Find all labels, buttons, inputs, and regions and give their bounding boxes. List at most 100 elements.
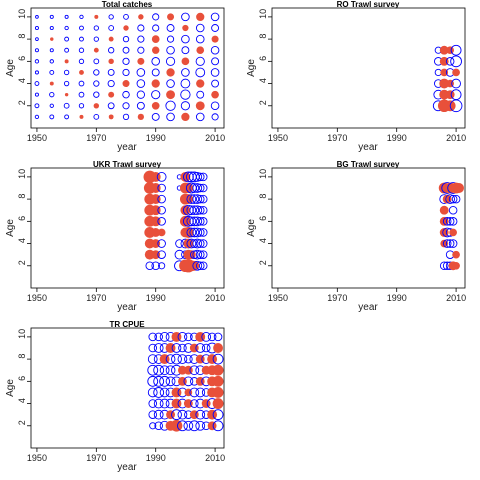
negative-residual-bubble [195,101,205,111]
positive-residual-bubble [34,25,39,31]
negative-residual-bubble [439,78,450,89]
positive-residual-bubble [195,183,205,193]
positive-residual-bubble [186,205,197,216]
positive-residual-bubble [177,332,188,342]
positive-residual-bubble [184,332,193,342]
negative-residual-bubble [108,91,115,98]
negative-residual-bubble [212,375,224,387]
negative-residual-bubble [207,421,217,431]
positive-residual-bubble [165,100,176,111]
positive-residual-bubble [448,194,458,204]
x-tick-label: 1970 [327,293,347,303]
y-tick-label: 2 [258,100,268,105]
panel-ukr-trawl-survey: UKR Trawl survey year Age 1950 1970 1990 20… [5,160,225,313]
positive-residual-bubble [195,112,205,122]
negative-residual-bubble [201,399,211,408]
x-tick-label: 1990 [146,133,166,143]
panel-title: TR CPUE [109,320,145,329]
y-tick-label: 8 [17,194,27,199]
negative-residual-bubble [445,90,455,100]
positive-residual-bubble [195,217,205,226]
positive-residual-bubble [148,410,158,419]
positive-residual-bubble [195,343,206,353]
positive-residual-bubble [64,47,70,53]
positive-residual-bubble [450,55,462,68]
positive-residual-bubble [122,68,130,77]
x-tick-label: 1970 [327,133,347,143]
panel-ro-trawl-survey: RO Trawl survey year Age 1950 1970 1990 201… [246,0,466,153]
positive-residual-bubble [201,332,212,342]
positive-residual-bubble [79,36,84,42]
positive-residual-bubble [198,239,208,248]
positive-residual-bubble [195,34,205,44]
negative-residual-bubble [449,228,457,237]
positive-residual-bubble [93,91,100,98]
negative-residual-bubble [446,46,454,55]
x-tick-label: 1970 [86,453,106,463]
panel-bg-trawl-survey: BG Trawl survey year Age 1950 1970 1990 201… [246,160,466,313]
positive-residual-bubble [211,24,220,32]
negative-residual-bubble [212,387,224,398]
positive-residual-bubble [49,25,54,31]
negative-residual-bubble [166,90,175,100]
negative-residual-bubble [180,171,191,182]
positive-residual-bubble [212,420,224,432]
negative-residual-bubble [167,13,175,21]
positive-residual-bubble [451,78,461,89]
negative-residual-bubble [64,59,69,64]
positive-residual-bubble [198,183,208,193]
positive-residual-bubble [147,354,158,364]
positive-residual-bubble [122,35,130,43]
positive-residual-bubble [78,58,85,64]
positive-residual-bubble [188,420,200,432]
positive-residual-bubble [34,48,39,53]
negative-residual-bubble [151,101,160,110]
negative-residual-bubble [182,24,189,32]
positive-residual-bubble [153,387,165,398]
x-axis-label: year [117,142,137,153]
positive-residual-bubble [189,183,200,193]
negative-residual-bubble [137,113,144,121]
y-tick-label: 6 [258,216,268,221]
positive-residual-bubble [192,216,203,227]
y-tick-label: 2 [17,100,27,105]
negative-residual-bubble [157,228,166,237]
y-tick-label: 4 [17,78,27,83]
negative-residual-bubble [166,410,175,420]
positive-residual-bubble [122,46,130,54]
positive-residual-bubble [198,261,208,271]
positive-residual-bubble [154,421,163,431]
negative-residual-bubble [213,343,224,353]
positive-residual-bubble [189,227,200,238]
negative-residual-bubble [93,47,99,53]
negative-residual-bubble [183,399,193,408]
positive-residual-bubble [122,90,130,99]
positive-residual-bubble [189,387,200,398]
y-tick-label: 4 [258,78,268,83]
negative-residual-bubble [442,194,452,204]
positive-residual-bubble [445,217,455,226]
positive-residual-bubble [171,343,182,353]
y-axis-label: Age [246,59,257,77]
positive-residual-bubble [210,12,220,22]
positive-residual-bubble [448,205,458,215]
positive-residual-bubble [49,103,54,108]
positive-residual-bubble [192,260,203,271]
positive-residual-bubble [166,79,175,88]
positive-residual-bubble [108,14,114,20]
positive-residual-bubble [211,79,220,88]
positive-residual-bubble [93,114,100,120]
y-tick-label: 2 [258,260,268,265]
positive-residual-bubble [34,92,39,97]
positive-residual-bubble [151,261,160,271]
positive-residual-bubble [157,250,166,259]
negative-residual-bubble [151,250,161,260]
positive-residual-bubble [180,78,191,89]
positive-residual-bubble [93,25,99,31]
negative-residual-bubble [151,79,160,88]
positive-residual-bubble [195,23,205,33]
x-tick-label: 2010 [446,293,466,303]
positive-residual-bubble [181,68,190,77]
positive-residual-bubble [49,14,54,19]
x-tick-label: 1950 [268,293,288,303]
